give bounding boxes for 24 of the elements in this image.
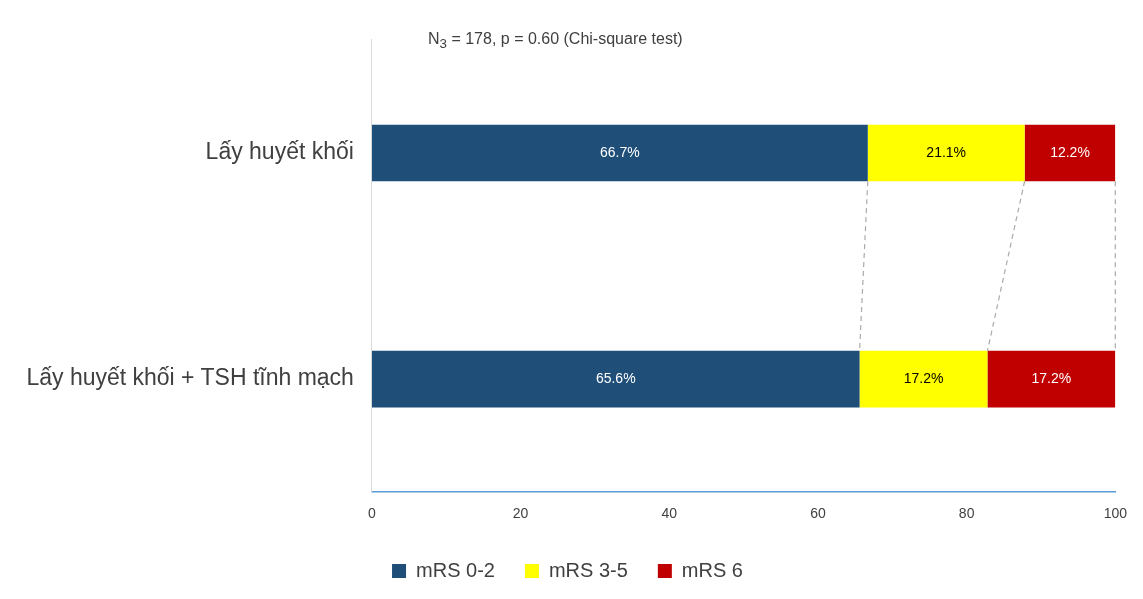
data-label: 21.1%: [926, 143, 967, 160]
x-tick-label: 100: [1103, 505, 1128, 522]
bar: [371, 350, 860, 408]
data-label: 66.7%: [599, 143, 640, 160]
y-tick-label: Lấy huyết khối + TSH tĩnh mạch: [26, 364, 354, 391]
data-label: 17.2%: [1031, 369, 1072, 386]
x-tick-label: 20: [512, 505, 529, 522]
x-tick-label: 80: [958, 505, 975, 522]
annotation: N$_{3}$ = 178, p = 0.60 (Chi-square test): [428, 30, 683, 52]
bar: [1024, 124, 1116, 182]
data-label: 65.6%: [595, 369, 636, 386]
legend-label: mRS 0-2: [416, 558, 495, 581]
bar: [371, 124, 868, 182]
legend-label: mRS 6: [681, 558, 743, 581]
bar: [987, 350, 1116, 408]
x-tick-label: 0: [368, 505, 377, 522]
bar: [859, 350, 988, 408]
x-tick-label: 40: [661, 505, 678, 522]
x-tick-label: 60: [810, 505, 826, 522]
data-label: 12.2%: [1050, 143, 1090, 160]
data-label: 17.2%: [903, 369, 944, 386]
bar: [867, 124, 1025, 182]
legend-label: mRS 3-5: [548, 558, 628, 581]
y-tick-label: Lấy huyết khối: [205, 138, 354, 165]
